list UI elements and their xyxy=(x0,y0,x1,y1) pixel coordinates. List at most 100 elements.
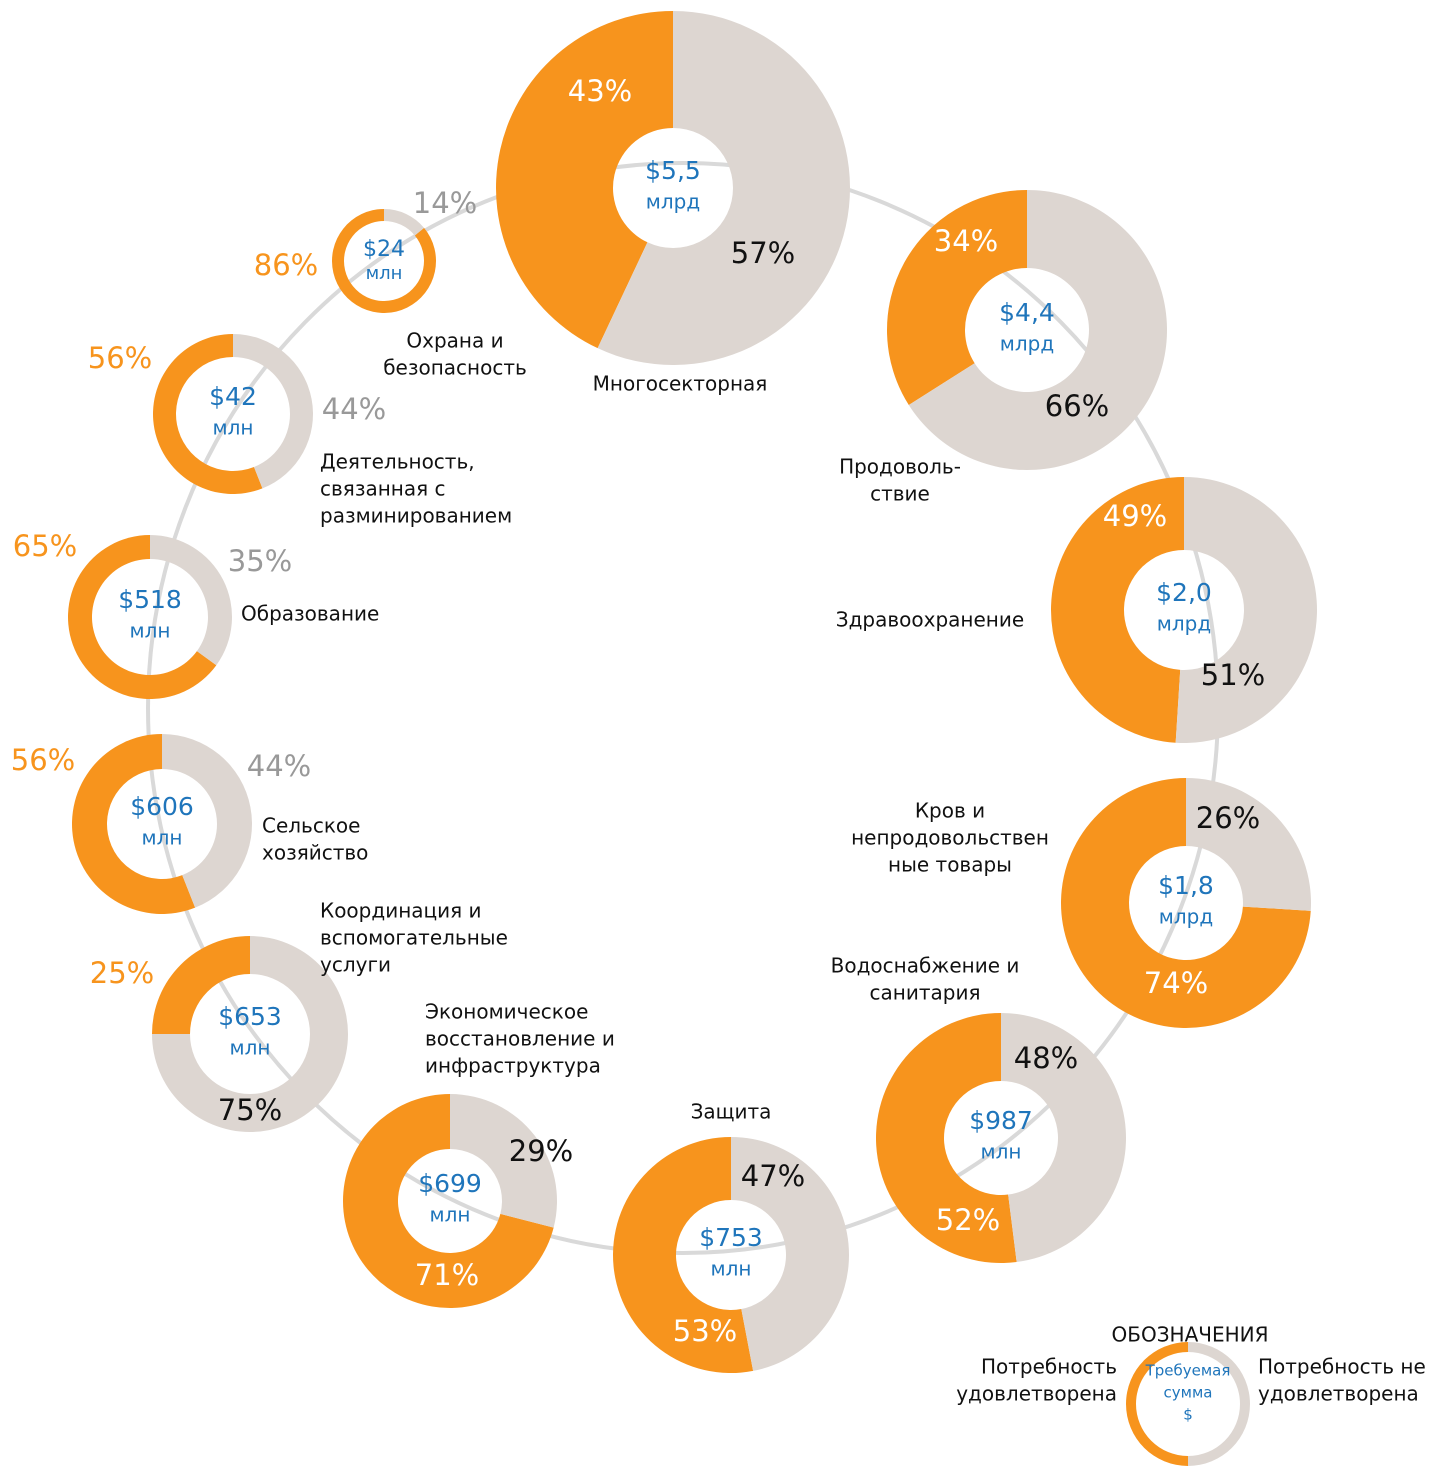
sector-name: услуги xyxy=(320,953,391,977)
sector-name: Здравоохранение xyxy=(836,608,1024,632)
sector-name: инфраструктура xyxy=(425,1054,601,1078)
amount: $5,5 xyxy=(645,156,701,185)
unmet-segment xyxy=(908,190,1167,471)
sector-name: Продоволь- xyxy=(839,455,961,479)
sector-name: Координация и xyxy=(320,899,482,923)
unit: млн xyxy=(130,619,171,643)
unit: млн xyxy=(981,1140,1022,1164)
legend-center: сумма xyxy=(1164,1384,1213,1402)
sector-name: безопасность xyxy=(383,356,527,380)
sector-name: связанная с xyxy=(320,477,446,501)
unit: млн xyxy=(142,826,183,850)
unmet-segment xyxy=(384,209,425,236)
unit: млрд xyxy=(1159,905,1213,929)
met-label: 71% xyxy=(415,1258,479,1292)
legend-met-label: удовлетворена xyxy=(956,1382,1117,1406)
unmet-label: 47% xyxy=(741,1159,805,1193)
legend-met xyxy=(1126,1342,1188,1466)
legend-met-label: Потребность xyxy=(981,1355,1117,1379)
met-segment xyxy=(876,1013,1017,1263)
met-label: 52% xyxy=(936,1203,1000,1237)
amount: $4,4 xyxy=(999,298,1055,327)
sector-name: хозяйство xyxy=(262,841,368,865)
met-segment xyxy=(496,11,673,349)
sector-name: вспомогательные xyxy=(320,926,508,950)
unmet-label: 29% xyxy=(509,1134,573,1168)
amount: $42 xyxy=(209,382,257,411)
met-label: 43% xyxy=(568,74,632,108)
amount: $699 xyxy=(418,1169,482,1198)
amount: $987 xyxy=(969,1106,1033,1135)
met-label: 74% xyxy=(1144,966,1208,1000)
legend-unmet-label: Потребность не xyxy=(1258,1355,1426,1379)
met-label: 25% xyxy=(90,956,154,990)
met-segment xyxy=(887,190,1027,406)
met-segment xyxy=(67,535,217,700)
sector-name: восстановление и xyxy=(425,1027,615,1051)
sector-name: Защита xyxy=(691,1100,772,1124)
unmet-label: 48% xyxy=(1014,1041,1078,1075)
legend-unmet xyxy=(1188,1342,1250,1466)
met-label: 53% xyxy=(673,1314,737,1348)
unmet-segment xyxy=(597,11,850,365)
sector-name: Образование xyxy=(241,602,379,626)
sector-name: Кров и xyxy=(915,799,985,823)
unmet-segment xyxy=(450,1094,558,1228)
met-segment xyxy=(71,734,196,914)
amount: $24 xyxy=(363,237,405,262)
unmet-label: 57% xyxy=(731,236,795,270)
met-label: 56% xyxy=(88,341,152,375)
met-segment xyxy=(152,334,263,494)
unmet-segment xyxy=(1175,477,1317,743)
legend-center: Требуемая xyxy=(1145,1362,1231,1380)
met-segment xyxy=(152,936,250,1034)
amount: $653 xyxy=(218,1002,282,1031)
met-label: 56% xyxy=(11,743,75,777)
sector-name: санитария xyxy=(870,981,981,1005)
amount: $2,0 xyxy=(1156,578,1212,607)
met-label: 49% xyxy=(1103,499,1167,533)
met-label: 65% xyxy=(13,529,77,563)
unmet-segment xyxy=(162,734,252,908)
met-segment xyxy=(1050,477,1184,743)
unit: млн xyxy=(711,1257,752,1281)
sector-name: непродовольствен xyxy=(851,826,1049,850)
legend-unmet-label: удовлетворена xyxy=(1258,1382,1419,1406)
sector-name: Экономическое xyxy=(425,1000,588,1024)
unit: млрд xyxy=(1157,612,1211,636)
unmet-segment xyxy=(1001,1013,1127,1263)
unit: млн xyxy=(213,416,254,440)
amount: $753 xyxy=(699,1223,763,1252)
unmet-segment xyxy=(152,936,348,1132)
unmet-segment xyxy=(731,1137,850,1371)
met-segment xyxy=(1061,778,1311,1029)
amount: $1,8 xyxy=(1158,871,1214,900)
unit: млн xyxy=(366,263,403,284)
unmet-label: 66% xyxy=(1045,389,1109,423)
unmet-label: 26% xyxy=(1196,801,1260,835)
unit: млрд xyxy=(1000,332,1054,356)
amount: $606 xyxy=(130,792,194,821)
sector-name: разминированием xyxy=(320,504,512,528)
unmet-label: 44% xyxy=(322,392,386,426)
legend-center: $ xyxy=(1183,1406,1193,1424)
amount: $518 xyxy=(118,585,182,614)
sector-name: Деятельность, xyxy=(320,450,475,474)
unmet-label: 75% xyxy=(218,1093,282,1127)
sector-name: ные товары xyxy=(888,853,1012,877)
unit: млн xyxy=(230,1036,271,1060)
unit: млрд xyxy=(646,190,700,214)
met-label: 34% xyxy=(934,224,998,258)
sector-name: Охрана и xyxy=(406,329,503,353)
unmet-label: 35% xyxy=(228,544,292,578)
unmet-segment xyxy=(1186,778,1311,911)
unmet-label: 14% xyxy=(413,186,477,220)
met-label: 86% xyxy=(254,248,318,282)
unit: млн xyxy=(430,1203,471,1227)
sector-name: ствие xyxy=(870,482,930,506)
sector-name: Водоснабжение и xyxy=(831,954,1020,978)
sector-name: Многосекторная xyxy=(593,372,768,396)
unmet-segment xyxy=(150,535,232,666)
unmet-label: 44% xyxy=(247,749,311,783)
